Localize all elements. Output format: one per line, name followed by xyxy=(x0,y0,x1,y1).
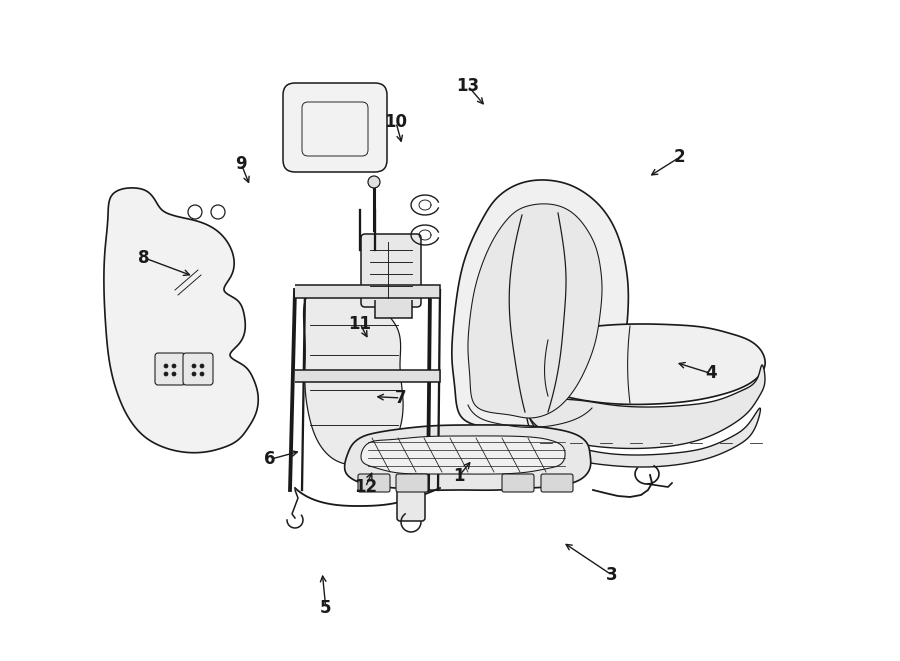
FancyBboxPatch shape xyxy=(361,234,421,307)
FancyBboxPatch shape xyxy=(358,474,390,492)
Polygon shape xyxy=(104,188,258,453)
Text: 2: 2 xyxy=(674,148,685,167)
Text: 11: 11 xyxy=(348,315,372,333)
Circle shape xyxy=(200,364,204,368)
Circle shape xyxy=(172,372,176,376)
Text: 8: 8 xyxy=(139,249,149,267)
FancyBboxPatch shape xyxy=(397,477,425,521)
Circle shape xyxy=(164,372,168,376)
Circle shape xyxy=(368,176,380,188)
Polygon shape xyxy=(375,300,412,318)
Circle shape xyxy=(192,364,196,368)
FancyBboxPatch shape xyxy=(155,353,185,385)
Text: 3: 3 xyxy=(607,566,617,584)
FancyBboxPatch shape xyxy=(283,83,387,172)
FancyBboxPatch shape xyxy=(183,353,213,385)
Circle shape xyxy=(188,205,202,219)
Polygon shape xyxy=(345,425,590,490)
Polygon shape xyxy=(295,285,440,298)
Circle shape xyxy=(172,364,176,368)
Polygon shape xyxy=(526,408,760,467)
Polygon shape xyxy=(524,365,765,448)
Text: 6: 6 xyxy=(265,450,275,469)
FancyBboxPatch shape xyxy=(502,474,534,492)
Text: 10: 10 xyxy=(384,113,408,132)
Text: 13: 13 xyxy=(456,77,480,95)
Text: 1: 1 xyxy=(454,467,464,485)
Text: 9: 9 xyxy=(236,155,247,173)
Text: 4: 4 xyxy=(706,364,716,383)
Circle shape xyxy=(211,205,225,219)
Polygon shape xyxy=(295,370,440,382)
Text: 7: 7 xyxy=(395,389,406,407)
Text: 5: 5 xyxy=(320,599,331,617)
FancyBboxPatch shape xyxy=(396,474,428,492)
Polygon shape xyxy=(452,180,628,430)
Circle shape xyxy=(200,372,204,376)
Polygon shape xyxy=(361,436,565,474)
Polygon shape xyxy=(303,288,403,465)
FancyBboxPatch shape xyxy=(541,474,573,492)
Text: 12: 12 xyxy=(354,478,377,496)
Polygon shape xyxy=(468,204,602,418)
Polygon shape xyxy=(526,324,765,405)
Circle shape xyxy=(192,372,196,376)
Circle shape xyxy=(164,364,168,368)
